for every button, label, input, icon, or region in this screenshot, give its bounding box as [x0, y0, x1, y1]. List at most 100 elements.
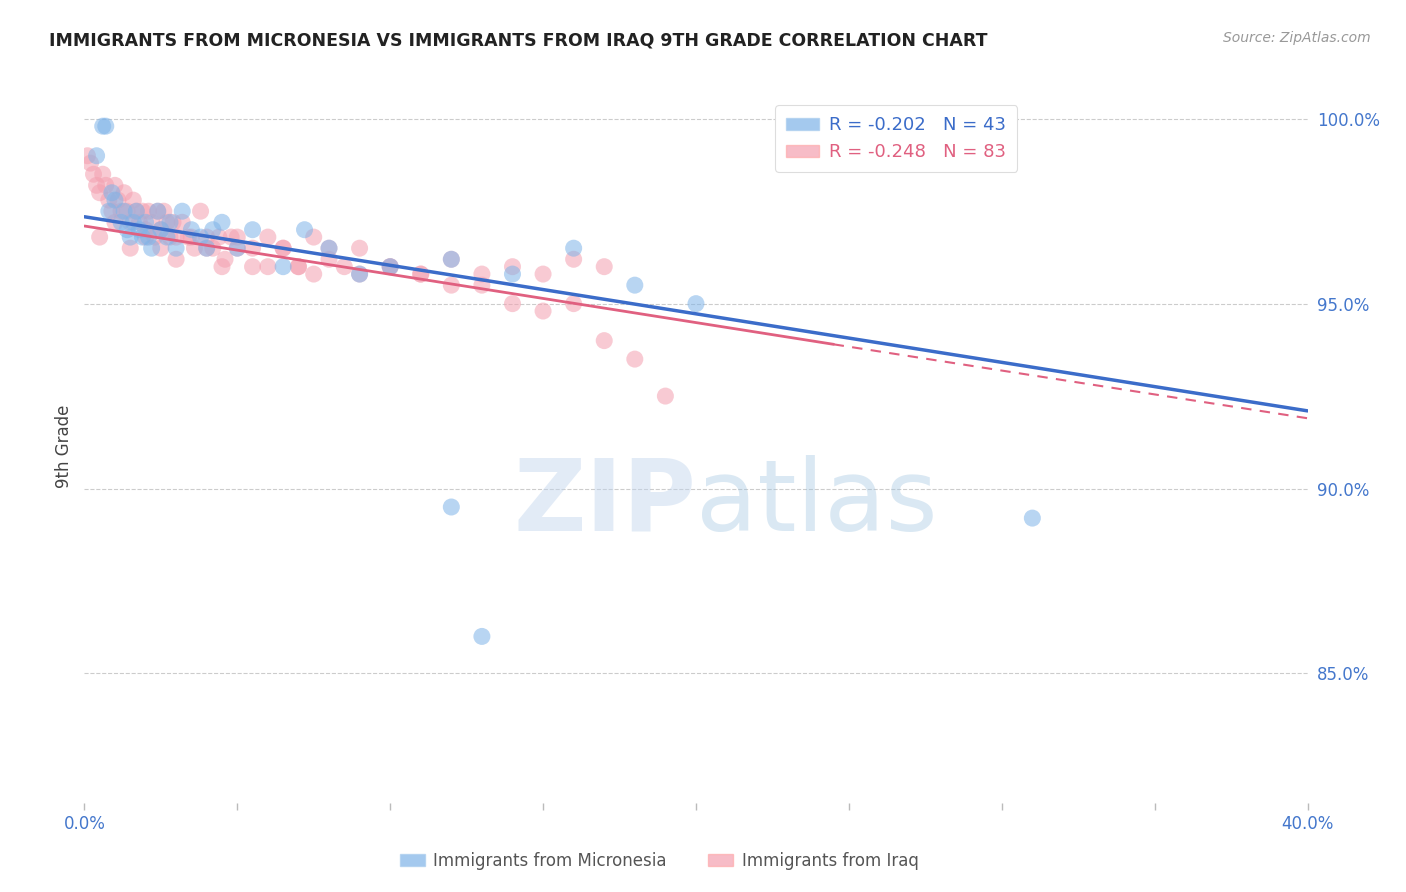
Point	[685, 296, 707, 310]
Point	[471, 629, 494, 643]
Point	[125, 204, 148, 219]
Point	[440, 252, 463, 267]
Point	[226, 241, 249, 255]
Point	[201, 241, 224, 255]
Point	[440, 278, 463, 293]
Point	[128, 223, 150, 237]
Point	[141, 215, 163, 229]
Point	[409, 267, 432, 281]
Point	[208, 230, 231, 244]
Point	[138, 230, 160, 244]
Point	[562, 296, 585, 310]
Point	[86, 149, 108, 163]
Point	[257, 260, 280, 274]
Point	[294, 223, 316, 237]
Point	[624, 278, 647, 293]
Point	[122, 193, 145, 207]
Point	[654, 389, 676, 403]
Point	[153, 204, 176, 219]
Point	[156, 215, 179, 229]
Point	[146, 204, 169, 219]
Point	[349, 241, 371, 255]
Point	[471, 267, 494, 281]
Point	[226, 230, 249, 244]
Point	[165, 241, 187, 255]
Point	[135, 230, 157, 244]
Point	[318, 241, 340, 255]
Point	[195, 230, 218, 244]
Point	[302, 230, 325, 244]
Point	[562, 241, 585, 255]
Point	[195, 241, 218, 255]
Point	[86, 178, 108, 193]
Point	[94, 178, 117, 193]
Text: atlas: atlas	[696, 455, 938, 551]
Point	[562, 252, 585, 267]
Point	[91, 167, 114, 181]
Point	[502, 296, 524, 310]
Point	[159, 230, 181, 244]
Point	[165, 230, 187, 244]
Text: IMMIGRANTS FROM MICRONESIA VS IMMIGRANTS FROM IRAQ 9TH GRADE CORRELATION CHART: IMMIGRANTS FROM MICRONESIA VS IMMIGRANTS…	[49, 31, 987, 49]
Y-axis label: 9th Grade: 9th Grade	[55, 404, 73, 488]
Text: ZIP: ZIP	[513, 455, 696, 551]
Point	[318, 241, 340, 255]
Point	[219, 230, 242, 244]
Point	[593, 334, 616, 348]
Point	[131, 230, 153, 244]
Point	[502, 267, 524, 281]
Point	[76, 149, 98, 163]
Point	[440, 252, 463, 267]
Point	[112, 186, 135, 200]
Point	[112, 204, 135, 219]
Point	[287, 260, 309, 274]
Point	[183, 241, 205, 255]
Point	[271, 260, 294, 274]
Text: Source: ZipAtlas.com: Source: ZipAtlas.com	[1223, 31, 1371, 45]
Point	[409, 267, 432, 281]
Point	[128, 215, 150, 229]
Point	[79, 156, 101, 170]
Point	[165, 252, 187, 267]
Point	[143, 230, 166, 244]
Point	[180, 223, 202, 237]
Point	[149, 241, 172, 255]
Point	[180, 230, 202, 244]
Point	[440, 500, 463, 514]
Point	[531, 267, 554, 281]
Point	[107, 193, 129, 207]
Point	[122, 215, 145, 229]
Point	[172, 215, 194, 229]
Point	[349, 267, 371, 281]
Point	[531, 304, 554, 318]
Point	[380, 260, 402, 274]
Point	[149, 223, 172, 237]
Point	[214, 252, 236, 267]
Point	[91, 119, 114, 133]
Point	[89, 186, 111, 200]
Point	[318, 252, 340, 267]
Point	[120, 241, 142, 255]
Point	[115, 204, 138, 219]
Point	[141, 241, 163, 255]
Point	[242, 223, 264, 237]
Point	[302, 267, 325, 281]
Point	[380, 260, 402, 274]
Point	[380, 260, 402, 274]
Point	[172, 204, 194, 219]
Point	[177, 230, 200, 244]
Point	[271, 241, 294, 255]
Point	[593, 260, 616, 274]
Point	[146, 204, 169, 219]
Point	[287, 260, 309, 274]
Point	[131, 204, 153, 219]
Point	[156, 230, 179, 244]
Point	[211, 215, 233, 229]
Point	[471, 278, 494, 293]
Point	[110, 215, 132, 229]
Point	[502, 260, 524, 274]
Point	[257, 230, 280, 244]
Point	[110, 204, 132, 219]
Point	[201, 223, 224, 237]
Point	[104, 193, 127, 207]
